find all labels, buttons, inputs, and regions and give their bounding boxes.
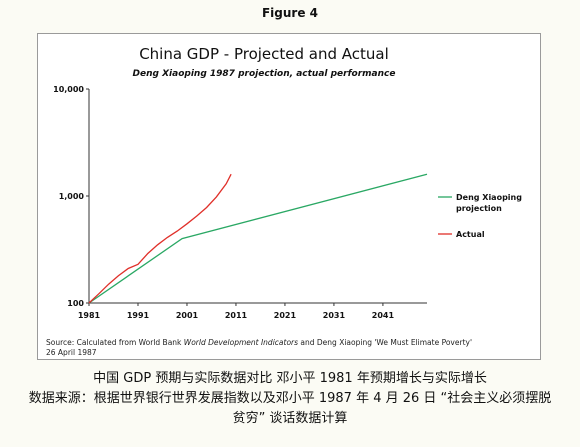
source-note-text-a: Source: Calculated from World Bank (46, 338, 184, 347)
gdp-line-chart: China GDP - Projected and Actual Deng Xi… (46, 45, 522, 357)
source-note-line1: Source: Calculated from World Bank World… (46, 338, 472, 347)
caption-line-2: 数据来源：根据世界银行世界发展指数以及邓小平 1987 年 4 月 26 日 “… (28, 391, 552, 406)
legend-label: Actual (456, 230, 485, 239)
y-axis-ticks: 100 1,000 10,000 (53, 85, 89, 308)
x-axis-ticks: 1981 1991 2001 2011 2021 2031 2041 (78, 303, 395, 320)
series-layer (88, 173, 428, 304)
chart-subtitle: Deng Xiaoping 1987 projection, actual pe… (133, 69, 396, 79)
x-tick-label: 1991 (127, 311, 150, 320)
series-line-deng-xiaoping-projection (88, 173, 428, 304)
x-tick-label: 2021 (274, 311, 297, 320)
legend: Deng Xiaoping projection Actual (438, 193, 522, 239)
x-tick-label: 2011 (225, 311, 248, 320)
y-tick-label: 10,000 (53, 85, 84, 94)
chart-frame: China GDP - Projected and Actual Deng Xi… (37, 33, 541, 360)
source-note-line2: 26 April 1987 (46, 348, 97, 357)
caption-line-1: 中国 GDP 预期与实际数据对比 邓小平 1981 年预期增长与实际增长 (93, 371, 487, 386)
source-note-text-italic: World Development Indicators (184, 338, 298, 347)
y-tick-label: 100 (67, 299, 84, 308)
x-tick-label: 2041 (372, 311, 395, 320)
x-tick-label: 1981 (78, 311, 101, 320)
chart-title: China GDP - Projected and Actual (139, 45, 389, 63)
caption-line-3: 贫穷” 谈话数据计算 (232, 411, 348, 426)
figure-label: Figure 4 (261, 6, 319, 20)
x-tick-label: 2031 (323, 311, 346, 320)
series-line-actual (88, 173, 232, 304)
y-tick-label: 1,000 (59, 192, 85, 201)
x-tick-label: 2001 (176, 311, 199, 320)
legend-label: Deng Xiaoping projection (456, 193, 522, 213)
source-note-text-b: and Deng Xiaoping 'We Must Elimate Pover… (298, 338, 472, 347)
